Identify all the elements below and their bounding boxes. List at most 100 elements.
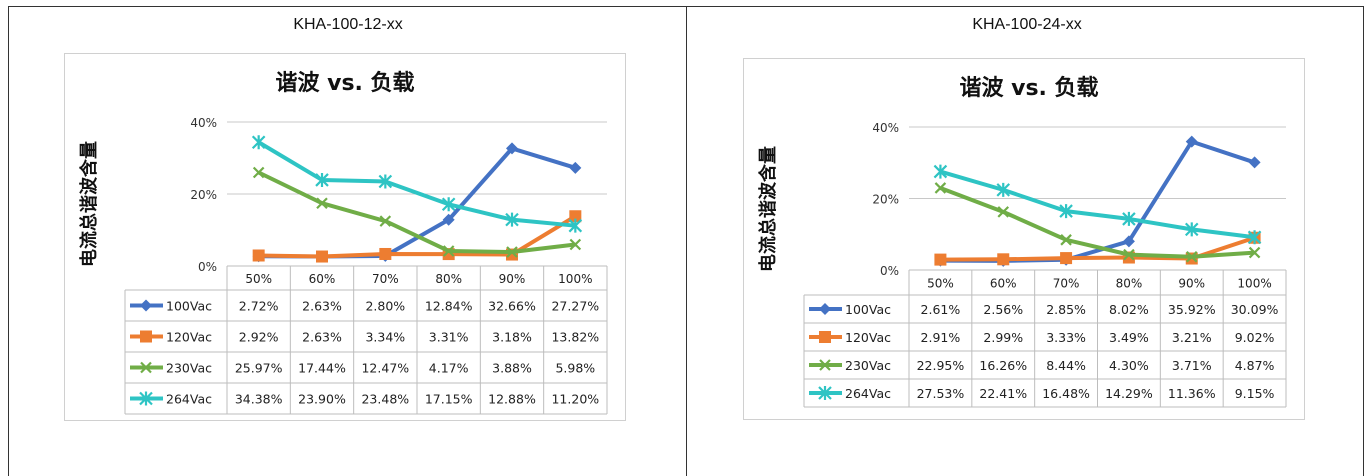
data-point <box>442 213 455 226</box>
data-label: 2.91% <box>921 330 961 345</box>
data-point <box>379 247 392 260</box>
y-axis-label: 电流总谐波含量 <box>757 146 779 272</box>
series-line <box>258 146 576 259</box>
data-point <box>252 166 265 179</box>
legend-marker <box>139 391 153 406</box>
y-tick-label: 0% <box>198 260 217 274</box>
series-line <box>257 140 576 228</box>
data-label: 11.20% <box>551 392 599 407</box>
data-point <box>379 215 392 227</box>
legend-label: 230Vac <box>845 358 891 373</box>
chart-right: 谐波 vs. 负载 电流总谐波含量 0% 20% 40% 50% 60% 70% 80% 90% 1… <box>743 58 1305 420</box>
data-label: 13.82% <box>551 330 599 345</box>
data-point <box>1248 246 1261 259</box>
data-label: 3.88% <box>492 361 532 376</box>
x-category-label: 80% <box>1116 277 1143 291</box>
data-label: 27.53% <box>917 386 965 401</box>
data-label: 30.09% <box>1231 302 1279 317</box>
legend-marker <box>140 330 152 343</box>
legend-marker <box>818 386 832 400</box>
data-label: 16.48% <box>1042 386 1090 401</box>
data-label: 2.99% <box>983 330 1023 345</box>
data-label: 23.48% <box>361 392 409 407</box>
legend-key-100Vac <box>130 299 163 312</box>
data-point <box>997 253 1010 266</box>
data-label: 4.30% <box>1109 358 1149 373</box>
data-label: 3.33% <box>1046 330 1086 345</box>
data-label: 8.02% <box>1109 302 1149 317</box>
x-category-label: 70% <box>372 272 399 286</box>
series-line <box>939 186 1255 259</box>
data-point <box>1184 222 1199 237</box>
data-point <box>1123 248 1135 261</box>
y-tick-label: 20% <box>190 188 217 202</box>
data-point <box>569 238 582 251</box>
data-label: 34.38% <box>235 392 283 407</box>
legend-label: 264Vac <box>166 392 212 407</box>
data-point <box>442 248 455 261</box>
data-label: 25.97% <box>235 361 283 376</box>
data-label: 12.84% <box>425 299 473 314</box>
data-label: 2.63% <box>302 330 342 345</box>
data-label: 4.17% <box>429 361 469 376</box>
column-title-right: KHA-100-24-xx <box>972 16 1082 33</box>
legend-label: 100Vac <box>845 302 891 317</box>
data-point <box>1122 211 1136 226</box>
column-divider <box>686 6 687 476</box>
data-point <box>252 249 265 262</box>
data-label: 3.31% <box>429 330 469 345</box>
data-point <box>378 174 393 189</box>
legend-key-230Vac <box>809 359 842 371</box>
data-point <box>1059 204 1073 219</box>
data-label: 17.44% <box>298 361 346 376</box>
legend-key-120Vac <box>130 330 163 343</box>
y-tick-label: 0% <box>880 264 899 278</box>
data-point <box>1247 230 1262 245</box>
data-point <box>1185 135 1198 148</box>
data-label: 22.95% <box>917 358 965 373</box>
data-label: 3.71% <box>1172 358 1212 373</box>
legend-key-100Vac <box>809 303 842 315</box>
chart-left: 谐波 vs. 负载 电流总谐波含量 0% 20% 40% 50% 60% 70% 80% 90% 1… <box>64 53 626 421</box>
data-label: 8.44% <box>1046 358 1086 373</box>
data-label: 11.36% <box>1168 386 1216 401</box>
x-category-label: 90% <box>1178 277 1205 291</box>
y-tick-label: 40% <box>872 121 899 135</box>
chart-title: 谐波 vs. 负载 <box>959 75 1098 101</box>
x-category-label: 90% <box>499 272 526 286</box>
data-point <box>934 253 947 266</box>
data-label: 3.34% <box>365 330 405 345</box>
data-point <box>1060 252 1073 265</box>
x-category-label: 100% <box>1237 277 1271 291</box>
data-label: 14.29% <box>1105 386 1153 401</box>
y-tick-label: 20% <box>872 193 899 207</box>
data-label: 3.18% <box>492 330 532 345</box>
data-point <box>933 164 948 179</box>
x-category-label: 60% <box>990 277 1017 291</box>
data-label: 12.88% <box>488 392 536 407</box>
data-label: 4.87% <box>1235 358 1275 373</box>
data-label: 2.61% <box>921 302 961 317</box>
data-point <box>934 182 947 194</box>
data-label: 2.80% <box>365 299 405 314</box>
data-label: 22.41% <box>979 386 1027 401</box>
data-point <box>506 246 518 258</box>
data-label: 32.66% <box>488 299 536 314</box>
x-category-label: 100% <box>558 272 592 286</box>
data-label: 2.92% <box>239 330 279 345</box>
data-label: 23.90% <box>298 392 346 407</box>
data-label: 2.63% <box>302 299 342 314</box>
series-230Vac <box>252 166 582 258</box>
x-category-label: 80% <box>435 272 462 286</box>
legend-key-264Vac <box>809 386 842 400</box>
data-label: 9.02% <box>1235 330 1275 345</box>
x-category-label: 70% <box>1053 277 1080 291</box>
legend-label: 264Vac <box>845 386 891 401</box>
series-264Vac <box>251 135 583 233</box>
x-category-label: 60% <box>309 272 336 286</box>
legend-label: 100Vac <box>166 299 212 314</box>
data-point <box>506 142 518 155</box>
data-point <box>568 218 583 233</box>
legend-key-120Vac <box>809 331 842 343</box>
